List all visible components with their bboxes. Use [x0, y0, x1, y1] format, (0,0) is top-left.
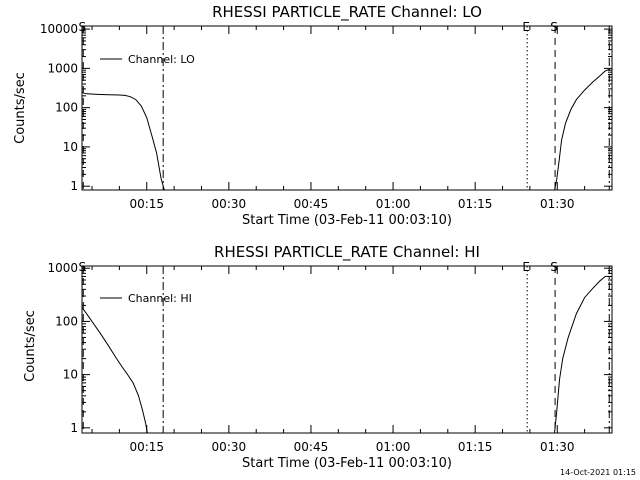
y-tick-label: 1000: [47, 61, 78, 75]
x-tick-label: 00:45: [294, 440, 329, 454]
y-tick-label: 1: [70, 421, 78, 435]
series-line: [81, 307, 148, 434]
y-tick-label: 10: [63, 140, 78, 154]
marker-label: S: [550, 260, 558, 274]
x-tick-label: 00:15: [129, 440, 164, 454]
marker-label: S: [550, 20, 558, 34]
y-ticks: 1 10 100 1000 10000: [40, 22, 612, 193]
x-tick-label: 01:30: [540, 197, 575, 211]
x-ticks: 00:15 00:30 00:45 01:00 01:15 01:30: [91, 266, 586, 454]
x-tick-label: 01:15: [458, 440, 493, 454]
x-tick-label: 00:30: [212, 440, 247, 454]
legend-label: Channel: HI: [128, 292, 192, 305]
series-lines: [82, 68, 610, 191]
series-lines: [81, 275, 610, 434]
x-tick-label: 01:00: [376, 440, 411, 454]
legend-label: Channel: LO: [128, 53, 195, 66]
y-tick-label: 100: [55, 314, 78, 328]
series-line: [554, 68, 610, 191]
panel-lo: RHESSI PARTICLE_RATE Channel: LO Counts/…: [13, 3, 613, 228]
x-tick-label: 00:30: [212, 197, 247, 211]
x-ticks: 00:15 00:30 00:45 01:00 01:15 01:30: [91, 26, 586, 211]
x-tick-label: 01:15: [458, 197, 493, 211]
panel-hi: RHESSI PARTICLE_RATE Channel: HI Counts/…: [23, 243, 613, 471]
chart-title: RHESSI PARTICLE_RATE Channel: HI: [214, 243, 480, 262]
x-tick-label: 00:45: [294, 197, 329, 211]
y-tick-label: 1000: [47, 261, 78, 275]
y-tick-label: 100: [55, 101, 78, 115]
y-tick-label: 10: [63, 368, 78, 382]
series-line: [82, 92, 165, 191]
marker-label: S: [78, 20, 86, 34]
marker-label: S: [78, 260, 86, 274]
x-axis-label: Start Time (03-Feb-11 00:03:10): [242, 213, 452, 228]
y-tick-label: 10000: [40, 22, 78, 36]
y-tick-label: 1: [70, 179, 78, 193]
marker-label: E: [522, 20, 530, 34]
chart-title: RHESSI PARTICLE_RATE Channel: LO: [212, 3, 482, 22]
x-tick-label: 01:00: [376, 197, 411, 211]
marker-label: E: [522, 260, 530, 274]
x-tick-label: 01:30: [540, 440, 575, 454]
x-axis-label: Start Time (03-Feb-11 00:03:10): [242, 456, 452, 471]
plot-frame: [81, 25, 613, 191]
x-tick-label: 00:15: [129, 197, 164, 211]
series-line: [554, 275, 610, 434]
timestamp: 14-Oct-2021 01:15: [560, 468, 636, 477]
y-axis-label: Counts/sec: [13, 72, 28, 144]
y-axis-label: Counts/sec: [23, 310, 38, 382]
y-ticks: 1 10 100 1000: [47, 261, 612, 435]
